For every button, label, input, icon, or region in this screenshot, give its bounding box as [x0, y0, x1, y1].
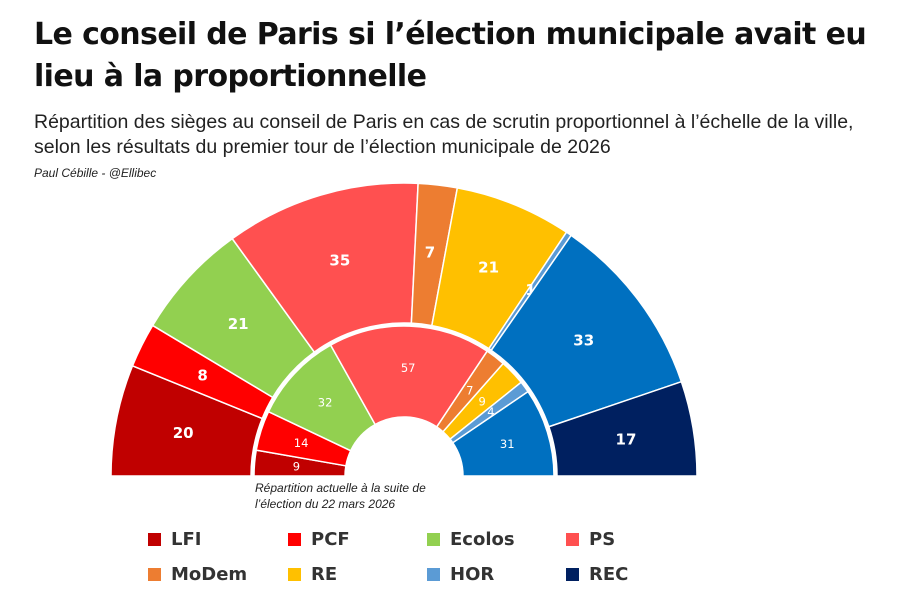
seat-count-label: 31: [500, 437, 515, 451]
legend-label: Ecolos: [450, 529, 515, 550]
chart-subtitle: Répartition des sièges au conseil de Par…: [34, 111, 854, 158]
legend-swatch: [566, 533, 579, 546]
seat-count-label: 9: [479, 394, 486, 408]
seat-segment-ps: [329, 325, 489, 428]
seat-segment-rec: [547, 380, 698, 477]
seat-count-label: 21: [478, 259, 499, 277]
legend-label: MoDem: [171, 564, 248, 585]
outer-ring: 20 8 21 35 7 21 1 33 17: [110, 182, 698, 477]
seat-count-label: 9: [293, 460, 300, 474]
legend-item-rec: REC: [566, 564, 628, 585]
seat-count-label: 8: [197, 367, 207, 385]
seat-count-label: 33: [573, 332, 594, 350]
seat-count-label: 7: [466, 383, 473, 397]
legend-swatch: [427, 568, 440, 581]
chart-title: Le conseil de Paris si l’élection munici…: [34, 17, 867, 94]
seat-count-label: 14: [294, 436, 309, 450]
legend-item-ps: PS: [566, 529, 615, 550]
legend-label: HOR: [450, 564, 495, 585]
legend-item-hor: HOR: [427, 564, 494, 585]
seat-count-label: 7: [425, 244, 435, 262]
seat-count-label: 57: [401, 361, 416, 375]
seat-count-label: 1: [525, 281, 535, 299]
legend-label: LFI: [171, 529, 202, 550]
seat-count-label: 17: [616, 430, 637, 448]
legend-swatch: [288, 568, 301, 581]
seat-count-label: 21: [228, 315, 249, 333]
author-credit: Paul Cébille - @Ellibec: [34, 166, 157, 180]
legend-item-modem: MoDem: [148, 564, 247, 585]
legend-item-re: RE: [288, 564, 337, 585]
legend-swatch: [566, 568, 579, 581]
legend-item-lfi: LFI: [148, 529, 201, 550]
seat-count-label: 4: [487, 405, 494, 419]
legend-label: PS: [589, 529, 616, 550]
legend-swatch: [288, 533, 301, 546]
legend-label: RE: [311, 564, 338, 585]
legend-label: REC: [589, 564, 629, 585]
legend-swatch: [148, 568, 161, 581]
legend-item-pcf: PCF: [288, 529, 350, 550]
seat-count-label: 35: [329, 251, 350, 269]
legend-item-ecolos: Ecolos: [427, 529, 515, 550]
seat-count-label: 20: [173, 424, 194, 442]
seat-segment-lr: [451, 390, 555, 477]
legend-swatch: [148, 533, 161, 546]
inner-ring-note: Répartition actuelle à la suite de l’éle…: [255, 481, 426, 511]
seat-count-label: 32: [318, 395, 333, 409]
legend-label: PCF: [311, 529, 350, 550]
legend-swatch: [427, 533, 440, 546]
